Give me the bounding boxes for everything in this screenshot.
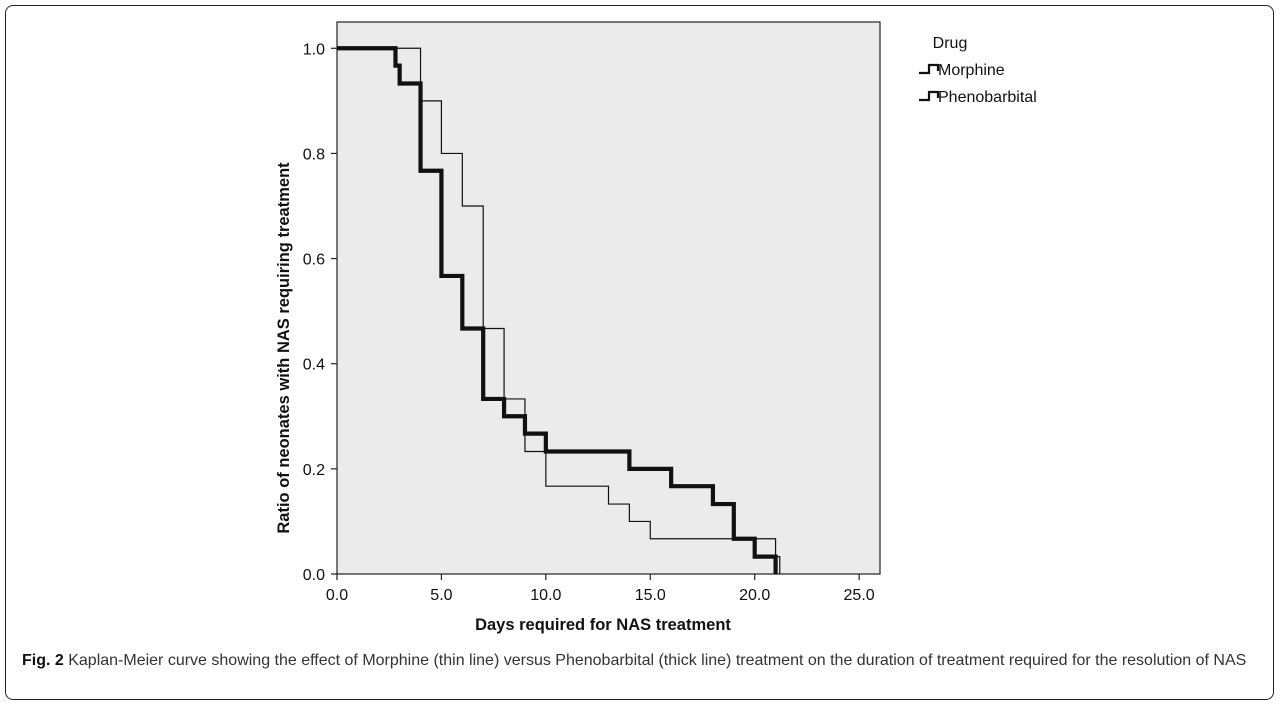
y-tick-label: 0.4 <box>303 357 325 374</box>
x-tick-label: 5.0 <box>430 587 452 604</box>
x-tick-label: 0.0 <box>326 587 348 604</box>
legend-item-morphine: Morphine <box>919 62 1005 79</box>
y-tick-label: 0.8 <box>303 146 325 163</box>
y-tick-label: 0.0 <box>303 567 325 584</box>
x-axis-title: Days required for NAS treatment <box>475 616 731 634</box>
legend-item-phenobarbital: Phenobarbital <box>919 89 1037 106</box>
figure-frame <box>5 5 1274 700</box>
caption-label: Fig. 2 <box>22 652 64 669</box>
legend-swatch-phenobarbital <box>919 90 940 102</box>
legend: Drug Morphine Phenobarbital <box>919 35 1037 106</box>
series-line-phenobarbital <box>337 46 778 574</box>
legend-swatch-morphine <box>919 63 940 75</box>
y-axis-title: Ratio of neonates with NAS requiring tre… <box>275 162 293 534</box>
km-chart: 0.0 5.0 10.0 15.0 20.0 25.0 0.0 0.2 0.4 0.6 0.8 1.… <box>275 21 1037 634</box>
legend-label-morphine: Morphine <box>938 62 1005 79</box>
series-lines <box>337 46 781 574</box>
series-line-morphine <box>337 47 781 574</box>
x-tick-label: 25.0 <box>844 587 875 604</box>
legend-label-phenobarbital: Phenobarbital <box>938 89 1037 106</box>
plot-area <box>336 21 881 575</box>
x-tick-label: 20.0 <box>739 587 770 604</box>
x-tick-label: 10.0 <box>530 587 561 604</box>
legend-title: Drug <box>933 35 968 52</box>
figure-caption: Fig. 2 Kaplan-Meier curve showing the ef… <box>22 650 1262 672</box>
y-tick-label: 1.0 <box>303 41 325 58</box>
x-tick-label: 15.0 <box>635 587 666 604</box>
caption-text: Kaplan-Meier curve showing the effect of… <box>63 652 1247 669</box>
x-axis-ticks: 0.0 5.0 10.0 15.0 20.0 25.0 <box>326 574 875 604</box>
y-tick-label: 0.2 <box>303 462 325 479</box>
y-tick-label: 0.6 <box>303 252 325 269</box>
y-axis-ticks: 0.0 0.2 0.4 0.6 0.8 1.0 <box>303 41 337 584</box>
plot-area-group <box>336 21 881 575</box>
